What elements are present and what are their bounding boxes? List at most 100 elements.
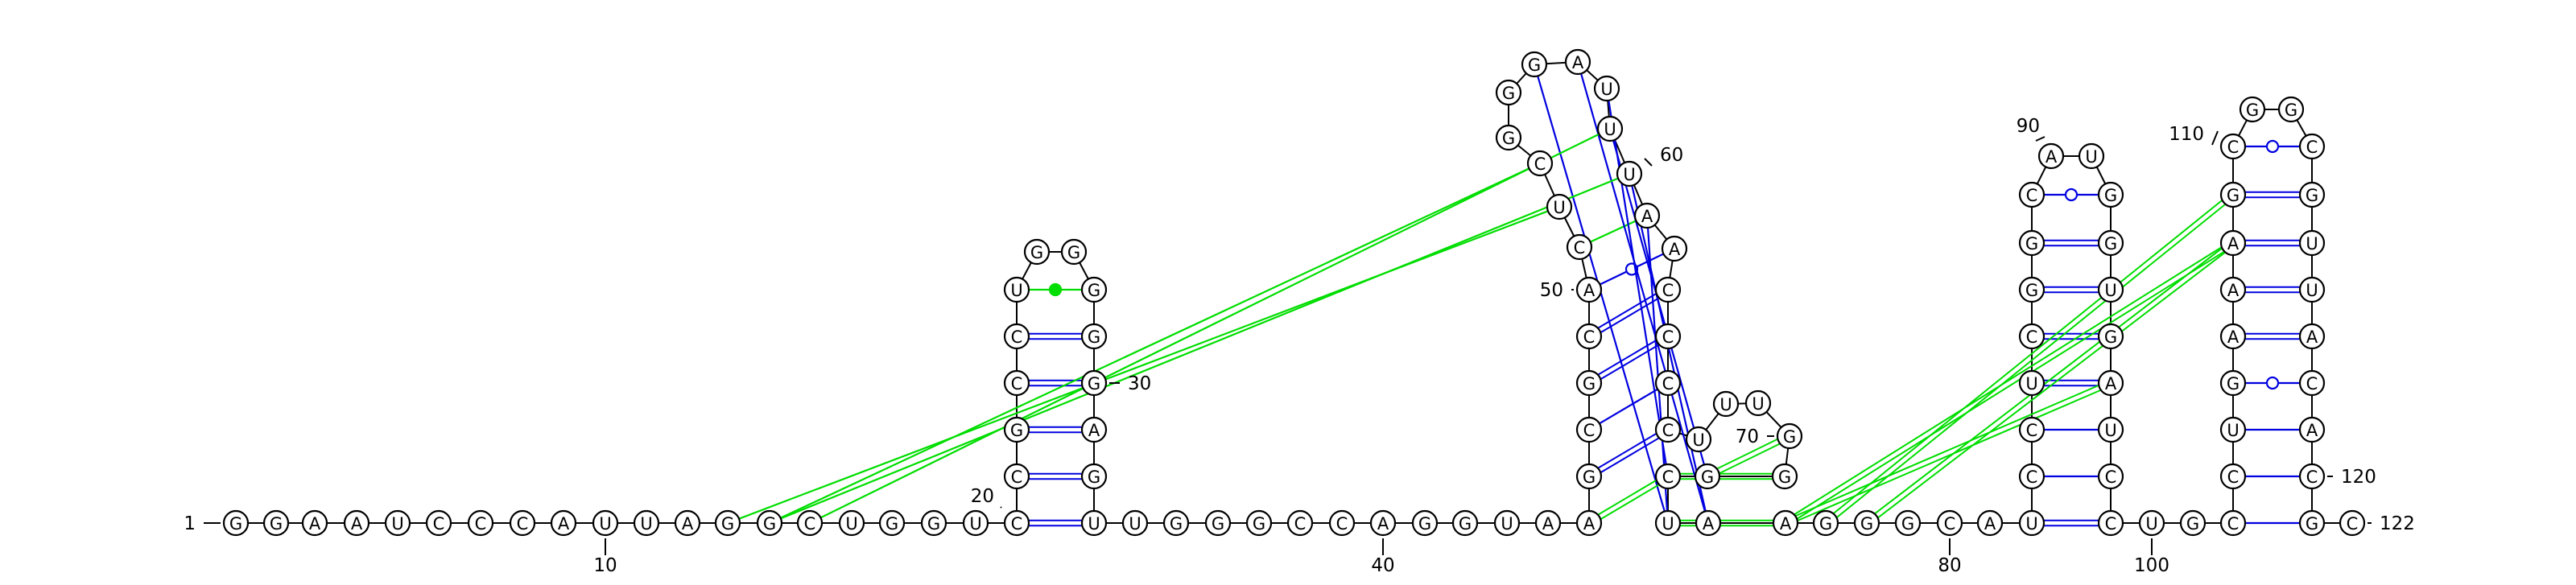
nucleotide-circle [2277,96,2305,123]
nucleotide-circle [2219,463,2247,490]
nucleotide-letter: U [1692,431,1704,450]
nucleotide-circle [1003,323,1030,350]
nucleotide-letter: G [2104,328,2117,347]
nucleotide-letter: A [682,514,694,534]
nucleotide-circle [2018,369,2046,397]
nucleotide-letter: A [1583,514,1596,534]
nucleotide: U [1080,509,1108,537]
nucleotide-letter: G [1583,468,1596,487]
nucleotide: C [2298,369,2326,397]
nucleotide-letter: C [517,514,529,534]
nucleotide-circle [1575,416,1603,443]
nucleotide-circle [878,509,906,537]
nucleotide-circle [2097,416,2124,443]
nucleotide: C [2219,463,2247,490]
nucleotide-letter: U [2025,374,2037,393]
nucleotide-circle [509,509,536,537]
nucleotide: U [1121,509,1149,537]
nucleotide-circle [1495,124,1522,151]
nucleotide-circle [2219,369,2247,397]
nucleotide: C [1003,323,1030,350]
nucleotide-letter: G [229,514,242,534]
nucleotide-circle [920,509,947,537]
nucleotide-circle [2018,276,2046,303]
position-tick [2035,136,2046,142]
nucleotide-letter: C [2105,468,2117,487]
nucleotide-circle [2298,181,2326,208]
nucleotide-letter: A [558,514,570,534]
nucleotide-circle [1566,233,1593,261]
nucleotide: G [1080,276,1108,303]
nucleotide: G [2239,96,2266,123]
nucleotide-letter: G [2104,234,2117,253]
nucleotide: G [2298,181,2326,208]
nucleotide-circle [2219,276,2247,303]
nucleotide-letter: A [2105,374,2117,393]
pseudoknot-line [780,167,1530,519]
nucleotide: C [2018,181,2046,208]
nucleotide-circle [2097,229,2124,257]
nucleotide-letter: G [2227,186,2240,205]
nucleotide: U [1685,426,1712,453]
nucleotide: U [2097,276,2124,303]
nucleotide-circle [674,509,701,537]
nucleotide-letter: C [2306,138,2318,157]
nucleotide-letter: U [599,514,611,534]
nucleotide: C [1328,509,1356,537]
nucleotide-letter: A [1088,421,1100,440]
nucleotide-letter: G [1583,374,1596,393]
nucleotide-circle [1162,509,1190,537]
position-label: 60 [1660,145,1683,166]
nucleotide: U [962,509,989,537]
nucleotide: G [1060,238,1088,266]
nucleotide-letter: G [2025,234,2038,253]
nucleotide-circle [2298,463,2326,490]
nucleotide-letter: G [2104,186,2117,205]
nucleotide-circle [1080,369,1108,397]
nucleotide: A [1661,235,1688,262]
nucleotide-circle [1060,238,1088,266]
nucleotide-letter: A [2046,147,2058,167]
nucleotide-circle [2078,142,2105,170]
nucleotide-circle [1976,509,2004,537]
nucleotide-circle [2219,133,2247,160]
nucleotide-circle [1003,276,1030,303]
nucleotide: G [1003,416,1030,443]
nucleotide-letter: U [1662,514,1674,534]
wobble-pair-marker [2265,139,2280,154]
pseudoknot-line [738,210,1549,520]
base-pair-line [1600,344,1660,380]
nucleotide-letter: C [2227,514,2240,534]
pseudoknot-line [1646,227,1669,512]
nucleotide-letter: G [1010,421,1023,440]
nucleotide-circle [1023,238,1051,266]
nucleotide-letter: G [1502,129,1515,148]
nucleotide: A [1534,509,1562,537]
pseudoknot-line [1795,385,2099,517]
nucleotide: A [2219,323,2247,350]
nucleotide-circle [1080,463,1108,490]
nucleotide: A [2097,369,2124,397]
nucleotide: U [2219,416,2247,443]
nucleotide: G [1023,238,1051,266]
nucleotide: C [509,509,536,537]
nucleotide-letter: C [2026,328,2038,347]
nucleotide: G [1575,463,1603,490]
position-label: 122 [2380,513,2415,534]
nucleotide: G [1080,369,1108,397]
nucleotide: A [1772,509,1799,537]
pseudoknot-line [780,177,1619,520]
nucleotide-letter: G [270,514,283,534]
position-tick [2211,130,2219,146]
nucleotide: U [1654,509,1682,537]
position-label: 40 [1371,555,1394,576]
nucleotide-letter: G [1819,514,1832,534]
base-pair-line [1597,480,1657,516]
nucleotide-circle [1654,463,1682,490]
nucleotide-circle [838,509,865,537]
nucleotide-circle [1654,416,1682,443]
nucleotide-letter: U [1719,395,1732,414]
nucleotide-circle [1575,323,1603,350]
nucleotide-letter: C [1662,468,1674,487]
nucleotide-circle [2239,96,2266,123]
